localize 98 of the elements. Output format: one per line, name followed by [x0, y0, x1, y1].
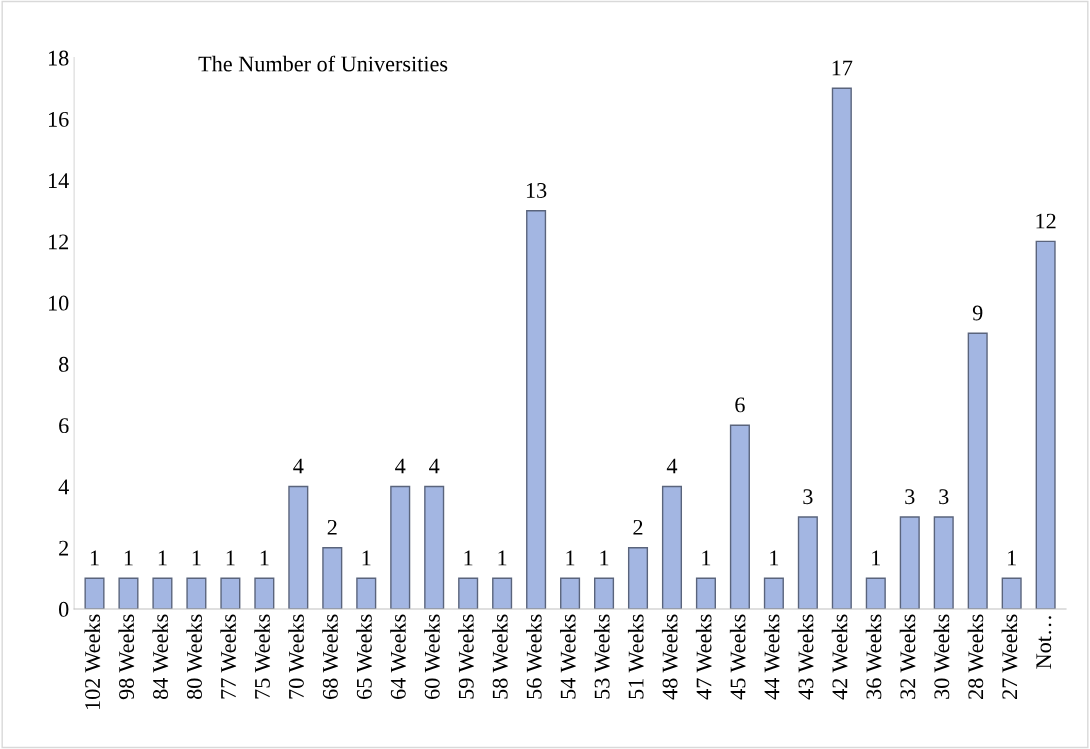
bar [84, 577, 105, 609]
bar [763, 577, 784, 609]
data-label: 3 [905, 489, 915, 505]
x-tick-label: 54 Weeks [559, 614, 576, 699]
x-tick-label: 60 Weeks [424, 614, 440, 699]
data-label: 12 [1036, 213, 1056, 229]
x-tick-label: 75 Weeks [254, 614, 271, 699]
x-tick-label: 43 Weeks [797, 614, 814, 700]
data-label: 4 [666, 458, 678, 474]
x-tick-label: 45 Weeks [729, 614, 746, 700]
x-tick-label: 102 Weeks [84, 614, 101, 710]
x-tick-label: 68 Weeks [322, 614, 338, 699]
x-tick-label: 84 Weeks [152, 614, 169, 700]
bar [288, 485, 309, 609]
data-label: 1 [124, 550, 133, 566]
data-label: 3 [939, 489, 949, 505]
x-tick-label: 64 Weeks [390, 614, 406, 699]
x-tick-label: 51 Weeks [627, 614, 644, 699]
bar [933, 516, 954, 609]
bar [526, 210, 547, 609]
x-tick-label: 77 Weeks [220, 614, 237, 699]
bar [695, 577, 716, 609]
data-label: 1 [1008, 550, 1016, 566]
bar [1001, 577, 1022, 609]
bar [322, 546, 343, 609]
x-tick-label: 59 Weeks [458, 614, 474, 699]
x-tick-label: 98 Weeks [118, 614, 135, 700]
data-label: 1 [498, 550, 507, 566]
data-label: 1 [260, 550, 269, 566]
x-tick-label: 48 Weeks [661, 614, 678, 700]
bar [1035, 240, 1056, 609]
x-tick-label: 27 Weeks [1001, 614, 1018, 699]
x-tick-label: 65 Weeks [356, 614, 372, 699]
data-label: 13 [526, 183, 547, 198]
y-tick-label: 16 [48, 111, 69, 127]
bar [186, 577, 207, 609]
bar [220, 577, 241, 609]
bar [661, 485, 683, 609]
data-label: 1 [600, 550, 609, 566]
bar [797, 516, 818, 609]
y-tick-label: 18 [48, 50, 69, 66]
bar [492, 577, 513, 609]
bar [390, 485, 411, 609]
x-tick-label: 56 Weeks [526, 614, 542, 699]
bar [967, 332, 988, 609]
bar [865, 577, 886, 609]
data-label: 1 [158, 550, 167, 566]
y-tick-label: 12 [48, 234, 69, 250]
chart-title: The Number of Universities [198, 55, 448, 72]
bar [594, 577, 615, 609]
data-label: 1 [362, 550, 371, 566]
x-tick-label: 58 Weeks [492, 614, 508, 699]
bar [627, 546, 649, 609]
bar [560, 577, 581, 609]
bar [356, 577, 377, 609]
data-label: 9 [972, 305, 983, 321]
data-label: 1 [464, 550, 473, 566]
data-label: 1 [872, 550, 881, 566]
data-label: 1 [702, 550, 711, 566]
data-label: 3 [803, 489, 813, 505]
y-tick-label: 2 [59, 540, 69, 556]
bar [118, 577, 139, 609]
data-label: 2 [327, 519, 337, 535]
data-label: 2 [633, 519, 643, 535]
data-label: 4 [293, 458, 304, 474]
bar [899, 516, 920, 609]
x-tick-label: 70 Weeks [288, 614, 304, 699]
data-label: 1 [770, 550, 779, 566]
x-tick-label: 47 Weeks [695, 614, 712, 700]
x-tick-label: 53 Weeks [593, 614, 610, 699]
bar [152, 577, 173, 609]
bar [254, 577, 275, 609]
bar [831, 87, 852, 609]
y-tick-label: 4 [58, 479, 69, 495]
x-tick-label: 44 Weeks [763, 614, 780, 700]
x-tick-label: Not… [1036, 616, 1052, 669]
data-label: 4 [395, 458, 406, 474]
x-tick-label: 28 Weeks [967, 614, 984, 699]
y-tick-label: 10 [48, 295, 69, 311]
bar [424, 485, 445, 609]
data-label: 6 [735, 397, 745, 413]
y-tick-label: 14 [48, 173, 69, 188]
x-tick-label: 32 Weeks [899, 614, 916, 699]
data-label: 1 [90, 550, 99, 566]
data-label: 1 [192, 550, 201, 566]
data-label: 4 [429, 458, 440, 474]
y-tick-label: 6 [59, 418, 69, 434]
x-tick-label: 42 Weeks [831, 614, 848, 700]
data-label: 1 [226, 550, 235, 566]
x-tick-label: 80 Weeks [186, 614, 203, 700]
bar [458, 577, 479, 609]
x-tick-label: 36 Weeks [865, 614, 882, 699]
data-label: 1 [566, 550, 575, 566]
y-tick-label: 8 [59, 356, 69, 372]
data-label: 17 [832, 60, 853, 76]
y-tick-label: 0 [59, 601, 69, 617]
x-tick-label: 30 Weeks [933, 614, 950, 699]
bar [729, 424, 750, 609]
